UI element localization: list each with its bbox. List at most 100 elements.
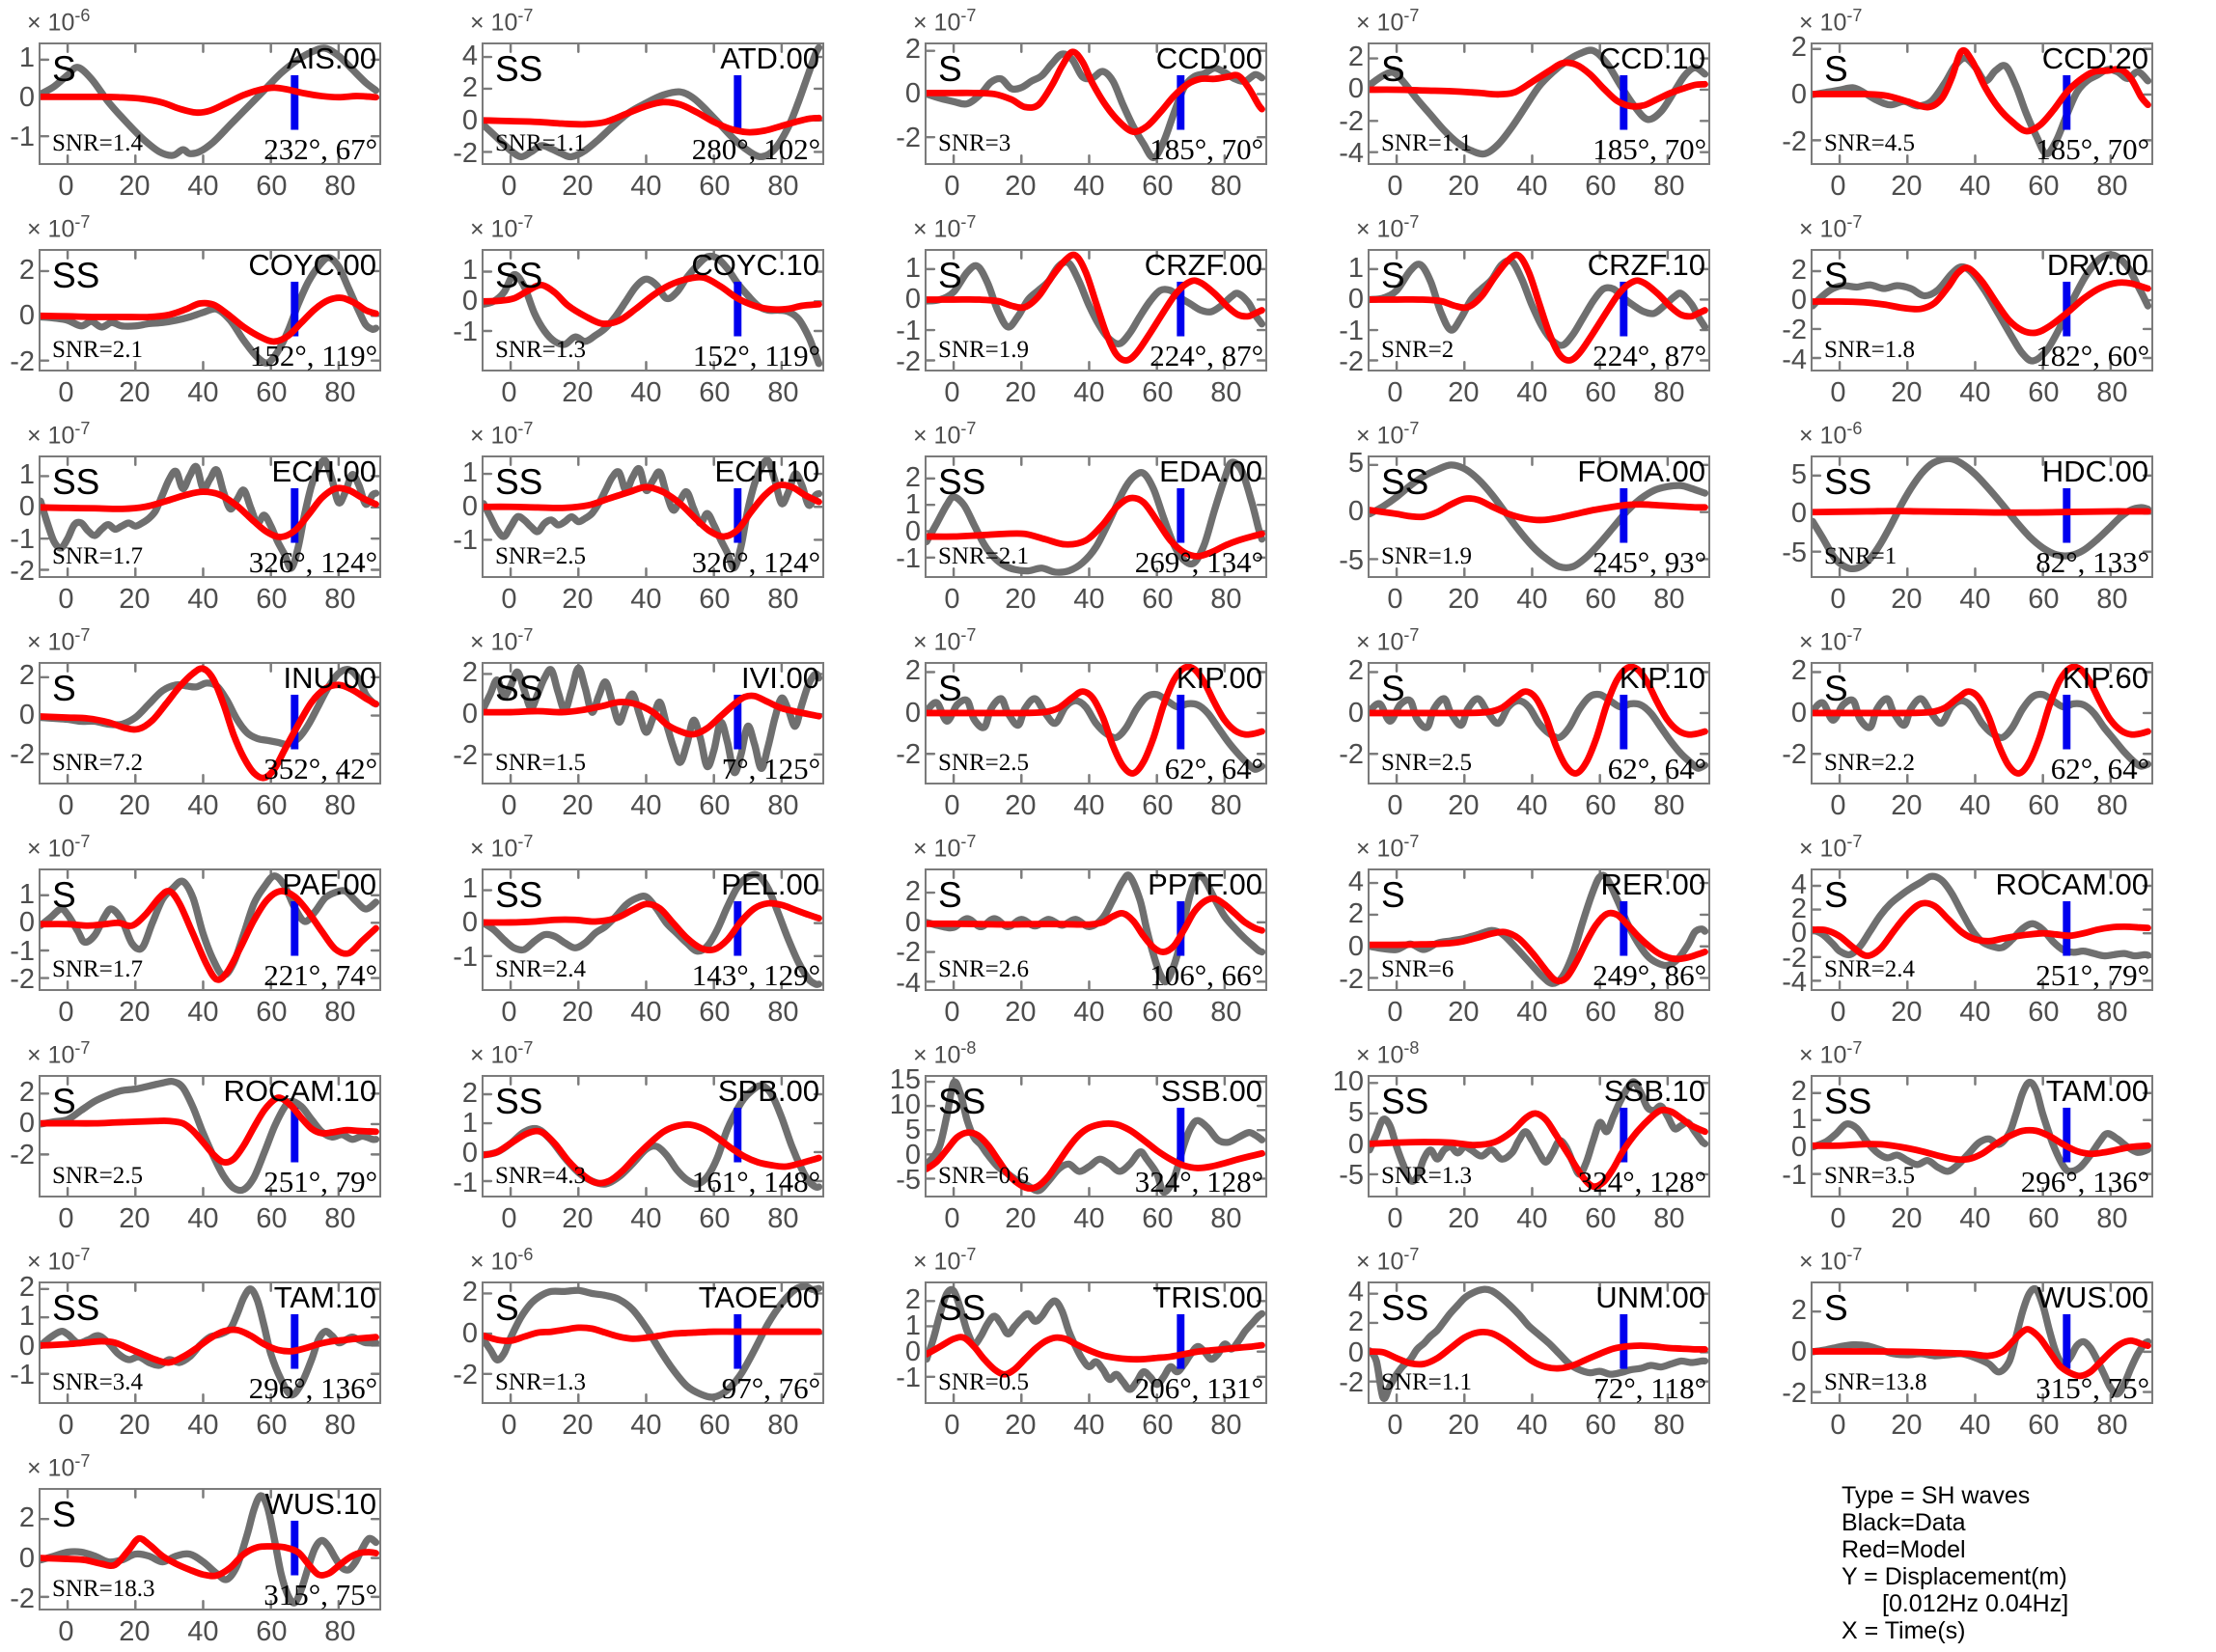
plot-area[interactable]: S PPTF.00 SNR=2.6 106°, 66° (925, 867, 1267, 992)
plot-area[interactable]: SS TAM.10 SNR=3.4 296°, 136° (39, 1280, 381, 1405)
pick-marker[interactable] (1177, 487, 1185, 543)
pick-marker[interactable] (2063, 487, 2071, 543)
model-waveform (484, 98, 822, 136)
seismogram-panel: × 10-7 S ROCAM.00 SNR=2.4 251°, 79° -4 -2… (1772, 826, 2215, 1032)
y-tick-label: 0 (904, 1139, 921, 1170)
seismogram-panel: × 10-7 S DRV.00 SNR=1.8 182°, 60° -4 -2 0 2… (1772, 206, 2215, 413)
pick-marker[interactable] (291, 694, 299, 750)
pick-marker[interactable] (1177, 281, 1185, 337)
plot-area[interactable]: S CCD.20 SNR=4.5 185°, 70° (1811, 41, 2153, 166)
plot-area[interactable]: SS COYC.10 SNR=1.3 152°, 119° (482, 248, 824, 372)
plot-area[interactable]: SS PEL.00 SNR=2.4 143°, 129° (482, 867, 824, 992)
x-tick-label: 40 (187, 1203, 219, 1234)
y-axis-exponent: × 10-7 (1356, 419, 1420, 450)
x-tick-label: 80 (1210, 1410, 1242, 1441)
pick-marker[interactable] (734, 74, 742, 130)
snr-label: SNR=3.5 (1824, 1163, 1915, 1189)
plot-area[interactable]: SS ECH.10 SNR=2.5 326°, 124° (482, 454, 824, 579)
phase-label: SS (1824, 1082, 1872, 1121)
plot-area[interactable]: S CCD.00 SNR=3 185°, 70° (925, 41, 1267, 166)
pick-marker[interactable] (2063, 74, 2071, 130)
plot-area[interactable]: SS HDC.00 SNR=1 82°, 133° (1811, 454, 2153, 579)
plot-area[interactable]: SS SPB.00 SNR=4.3 161°, 148° (482, 1074, 824, 1198)
pick-marker[interactable] (1177, 900, 1185, 956)
pick-marker[interactable] (1620, 900, 1628, 956)
plot-area[interactable]: S CCD.10 SNR=1.1 185°, 70° (1368, 41, 1710, 166)
seismogram-panel: × 10-7 S RER.00 SNR=6 249°, 86° -2 0 2 4 0 20… (1329, 826, 1772, 1032)
pick-marker[interactable] (734, 1313, 742, 1369)
model-waveform (484, 899, 822, 954)
pick-marker[interactable] (734, 281, 742, 337)
pick-marker[interactable] (291, 74, 299, 130)
pick-marker[interactable] (291, 1313, 299, 1369)
plot-area[interactable]: S KIP.00 SNR=2.5 62°, 64° (925, 661, 1267, 785)
x-tick-label: 60 (699, 377, 731, 408)
plot-area[interactable]: S KIP.10 SNR=2.5 62°, 64° (1368, 661, 1710, 785)
plot-area[interactable]: S RER.00 SNR=6 249°, 86° (1368, 867, 1710, 992)
pick-marker[interactable] (1620, 281, 1628, 337)
pick-marker[interactable] (1620, 1107, 1628, 1163)
plot-area[interactable]: S AIS.00 SNR=1.4 232°, 67° (39, 41, 381, 166)
pick-marker[interactable] (2063, 1313, 2071, 1369)
pick-marker[interactable] (1620, 694, 1628, 750)
plot-area[interactable]: SS FOMA.00 SNR=1.9 245°, 93° (1368, 454, 1710, 579)
pick-marker[interactable] (734, 694, 742, 750)
plot-area[interactable]: S TAOE.00 SNR=1.3 97°, 76° (482, 1280, 824, 1405)
x-tick-label: 40 (187, 1410, 219, 1441)
pick-marker[interactable] (1177, 1107, 1185, 1163)
plot-area[interactable]: S ROCAM.10 SNR=2.5 251°, 79° (39, 1074, 381, 1198)
x-tick-label: 80 (2096, 377, 2128, 408)
plot-area[interactable]: SS TAM.00 SNR=3.5 296°, 136° (1811, 1074, 2153, 1198)
pick-marker[interactable] (1620, 1313, 1628, 1369)
plot-area[interactable]: SS EDA.00 SNR=2.1 269°, 134° (925, 454, 1267, 579)
x-tick-label: 60 (1142, 377, 1174, 408)
y-tick-label: 0 (18, 1330, 35, 1362)
pick-marker[interactable] (2063, 694, 2071, 750)
plot-area[interactable]: S KIP.60 SNR=2.2 62°, 64° (1811, 661, 2153, 785)
pick-marker[interactable] (2063, 900, 2071, 956)
legend-line-type: Type = SH waves (1842, 1482, 2031, 1509)
y-tick-label: -4 (1782, 344, 1807, 375)
phase-label: S (1824, 256, 1848, 295)
plot-area[interactable]: S CRZF.10 SNR=2 224°, 87° (1368, 248, 1710, 372)
plot-area[interactable]: S INU.00 SNR=7.2 352°, 42° (39, 661, 381, 785)
x-tick-label: 60 (256, 1410, 288, 1441)
plot-area[interactable]: SS ATD.00 SNR=1.1 280°, 102° (482, 41, 824, 166)
pick-marker[interactable] (291, 900, 299, 956)
y-tick-label: 2 (18, 1076, 35, 1108)
waveform-plot (927, 457, 1265, 576)
pick-marker[interactable] (291, 281, 299, 337)
y-axis-exponent: × 10-7 (27, 832, 91, 863)
plot-area[interactable]: SS SSB.00 SNR=0.6 324°, 128° (925, 1074, 1267, 1198)
plot-area[interactable]: SS UNM.00 SNR=1.1 72°, 118° (1368, 1280, 1710, 1405)
y-tick-label: 2 (461, 1077, 478, 1109)
plot-area[interactable]: S DRV.00 SNR=1.8 182°, 60° (1811, 248, 2153, 372)
pick-marker[interactable] (1177, 694, 1185, 750)
plot-area[interactable]: S PAF.00 SNR=1.7 221°, 74° (39, 867, 381, 992)
pick-marker[interactable] (291, 487, 299, 543)
phase-label: S (1824, 1288, 1848, 1328)
x-tick-label: 20 (1891, 997, 1923, 1028)
plot-area[interactable]: S WUS.00 SNR=13.8 315°, 75° (1811, 1280, 2153, 1405)
pick-marker[interactable] (1620, 487, 1628, 543)
x-tick-label: 0 (58, 377, 74, 408)
plot-area[interactable]: S ROCAM.00 SNR=2.4 251°, 79° (1811, 867, 2153, 992)
plot-area[interactable]: SS SSB.10 SNR=1.3 324°, 128° (1368, 1074, 1710, 1198)
station-label: SSB.10 (1603, 1074, 1705, 1108)
x-tick-label: 60 (1142, 1203, 1174, 1234)
pick-marker[interactable] (2063, 1107, 2071, 1163)
y-tick-label: 1 (1790, 1104, 1807, 1136)
x-tick-label: 40 (1516, 584, 1548, 615)
plot-area[interactable]: SS ECH.00 SNR=1.7 326°, 124° (39, 454, 381, 579)
plot-area[interactable]: SS IVI.00 SNR=1.5 7°, 125° (482, 661, 824, 785)
plot-area[interactable]: SS TRIS.00 SNR=0.5 206°, 131° (925, 1280, 1267, 1405)
pick-marker[interactable] (1177, 74, 1185, 130)
plot-area[interactable]: S WUS.10 SNR=18.3 315°, 75° (39, 1487, 381, 1611)
plot-area[interactable]: S CRZF.00 SNR=1.9 224°, 87° (925, 248, 1267, 372)
pick-marker[interactable] (291, 1107, 299, 1163)
model-waveform (1370, 664, 1708, 777)
pick-marker[interactable] (1177, 1313, 1185, 1369)
plot-area[interactable]: SS COYC.00 SNR=2.1 152°, 119° (39, 248, 381, 372)
pick-marker[interactable] (734, 487, 742, 543)
pick-marker[interactable] (734, 1107, 742, 1163)
